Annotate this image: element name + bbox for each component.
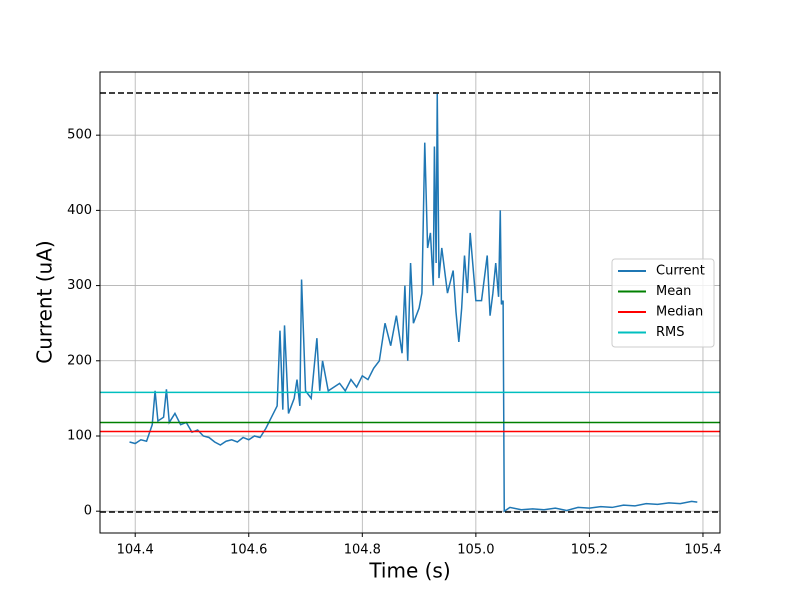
x-tick-label: 105.2 — [571, 543, 608, 558]
x-tick-label: 104.6 — [230, 543, 267, 558]
data-line — [129, 93, 698, 513]
legend-label: Mean — [656, 284, 691, 299]
legend-label: Median — [656, 305, 703, 320]
x-tick-label: 104.4 — [117, 543, 154, 558]
plot-frame — [99, 71, 721, 534]
y-tick-label: 100 — [67, 428, 92, 443]
y-tick-label: 500 — [67, 128, 92, 143]
legend: Current Mean Median RMS — [611, 258, 715, 348]
y-tick-label: 300 — [67, 278, 92, 293]
y-tick-label: 0 — [84, 504, 92, 519]
x-tick-label: 105.0 — [457, 543, 494, 558]
x-tick-label: 105.4 — [684, 543, 721, 558]
y-axis-label: Current (uA) — [33, 240, 57, 363]
legend-box — [611, 258, 715, 348]
legend-label: RMS — [656, 325, 685, 340]
x-axis-label: Time (s) — [368, 559, 450, 583]
y-tick-label: 400 — [67, 203, 92, 218]
y-tick-label: 200 — [67, 353, 92, 368]
legend-label: Current — [656, 264, 705, 279]
x-tick-label: 104.8 — [344, 543, 381, 558]
